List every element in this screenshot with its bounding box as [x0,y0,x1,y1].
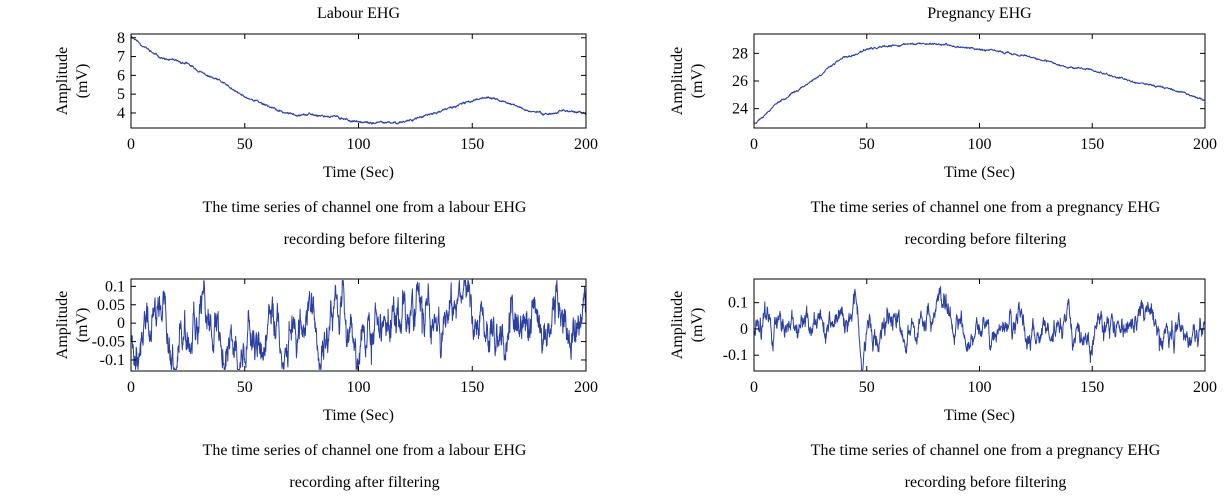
y-axis-label: Amplitude [669,291,686,359]
x-tick-label: 150 [1080,136,1104,153]
x-tick-label: 150 [460,379,484,396]
x-tick-label: 50 [859,379,875,396]
caption-line-2: recording before filtering [905,474,1067,491]
y-tick-label: 26 [732,73,748,90]
plot-frame [130,33,587,129]
caption-line-1: The time series of channel one from a pr… [811,442,1161,459]
y-tick-label: 7 [117,49,125,66]
panel-title: Pregnancy EHG [927,5,1032,22]
x-tick-label: 100 [347,136,371,153]
x-tick-label: 150 [1080,379,1104,396]
y-tick-label: 4 [117,105,125,122]
chart-labour-before: 0 50 100 150 200 4 5 67 8 Labour EHG Time (Sec) Amp… [54,5,598,248]
x-axis-label: Time (Sec) [944,407,1015,424]
y-axis-label-unit: (mV) [689,64,706,99]
x-axis-label: Time (Sec) [323,164,394,181]
y-axis-label-unit: (mV) [689,308,706,343]
y-tick-label: 0.1 [105,278,125,295]
panel-title: Labour EHG [317,5,401,22]
x-tick-label: 200 [574,379,598,396]
caption-line-2: recording after filtering [289,474,439,491]
x-tick-label: 50 [859,136,875,153]
x-tick-label: 200 [1193,136,1217,153]
caption-line-1: The time series of channel one from a la… [203,199,527,216]
y-axis-label: Amplitude [54,47,71,115]
series-line [753,286,1206,371]
chart-pregnancy-before: 0 50 100 150 200 24 26 28 Pregnancy EHG Time (Sec… [669,5,1217,248]
caption-line-2: recording before filtering [905,231,1067,248]
y-tick-label: 0.1 [728,295,748,312]
series-line [130,35,587,125]
caption-line-1: The time series of channel one from a la… [203,442,527,459]
x-axis-label: Time (Sec) [323,407,394,424]
series-line [130,280,587,370]
y-tick-label: -0.05 [92,334,125,351]
caption-line-1: The time series of channel one from a pr… [811,199,1161,216]
plot-frame [753,33,1206,129]
y-axis-label-unit: (mV) [74,308,91,343]
x-tick-label: 200 [574,136,598,153]
x-tick-label: 150 [460,136,484,153]
y-axis-label-unit: (mV) [74,64,91,99]
x-tick-label: 0 [750,379,758,396]
series-line [753,42,1206,125]
caption-line-2: recording before filtering [284,231,446,248]
y-tick-label: 0 [740,321,748,338]
x-tick-label: 100 [347,379,371,396]
x-tick-label: 50 [237,379,253,396]
y-tick-label: 24 [732,101,748,118]
x-tick-label: 100 [968,136,992,153]
x-tick-label: 50 [237,136,253,153]
x-axis-label: Time (Sec) [944,164,1015,181]
x-tick-label: 200 [1193,379,1217,396]
y-tick-label: 0 [117,315,125,332]
x-tick-label: 0 [127,136,135,153]
y-tick-label: 28 [732,45,748,62]
y-tick-label: 6 [117,67,125,84]
y-tick-label: 8 [117,30,125,47]
y-tick-label: -0.1 [100,352,125,369]
x-tick-label: 0 [750,136,758,153]
y-tick-label: 5 [117,86,125,103]
x-tick-label: 100 [968,379,992,396]
y-tick-label: 0.05 [97,297,125,314]
x-tick-label: 0 [127,379,135,396]
y-axis-label: Amplitude [669,47,686,115]
y-tick-label: -0.1 [723,347,748,364]
y-axis-label: Amplitude [54,291,71,359]
